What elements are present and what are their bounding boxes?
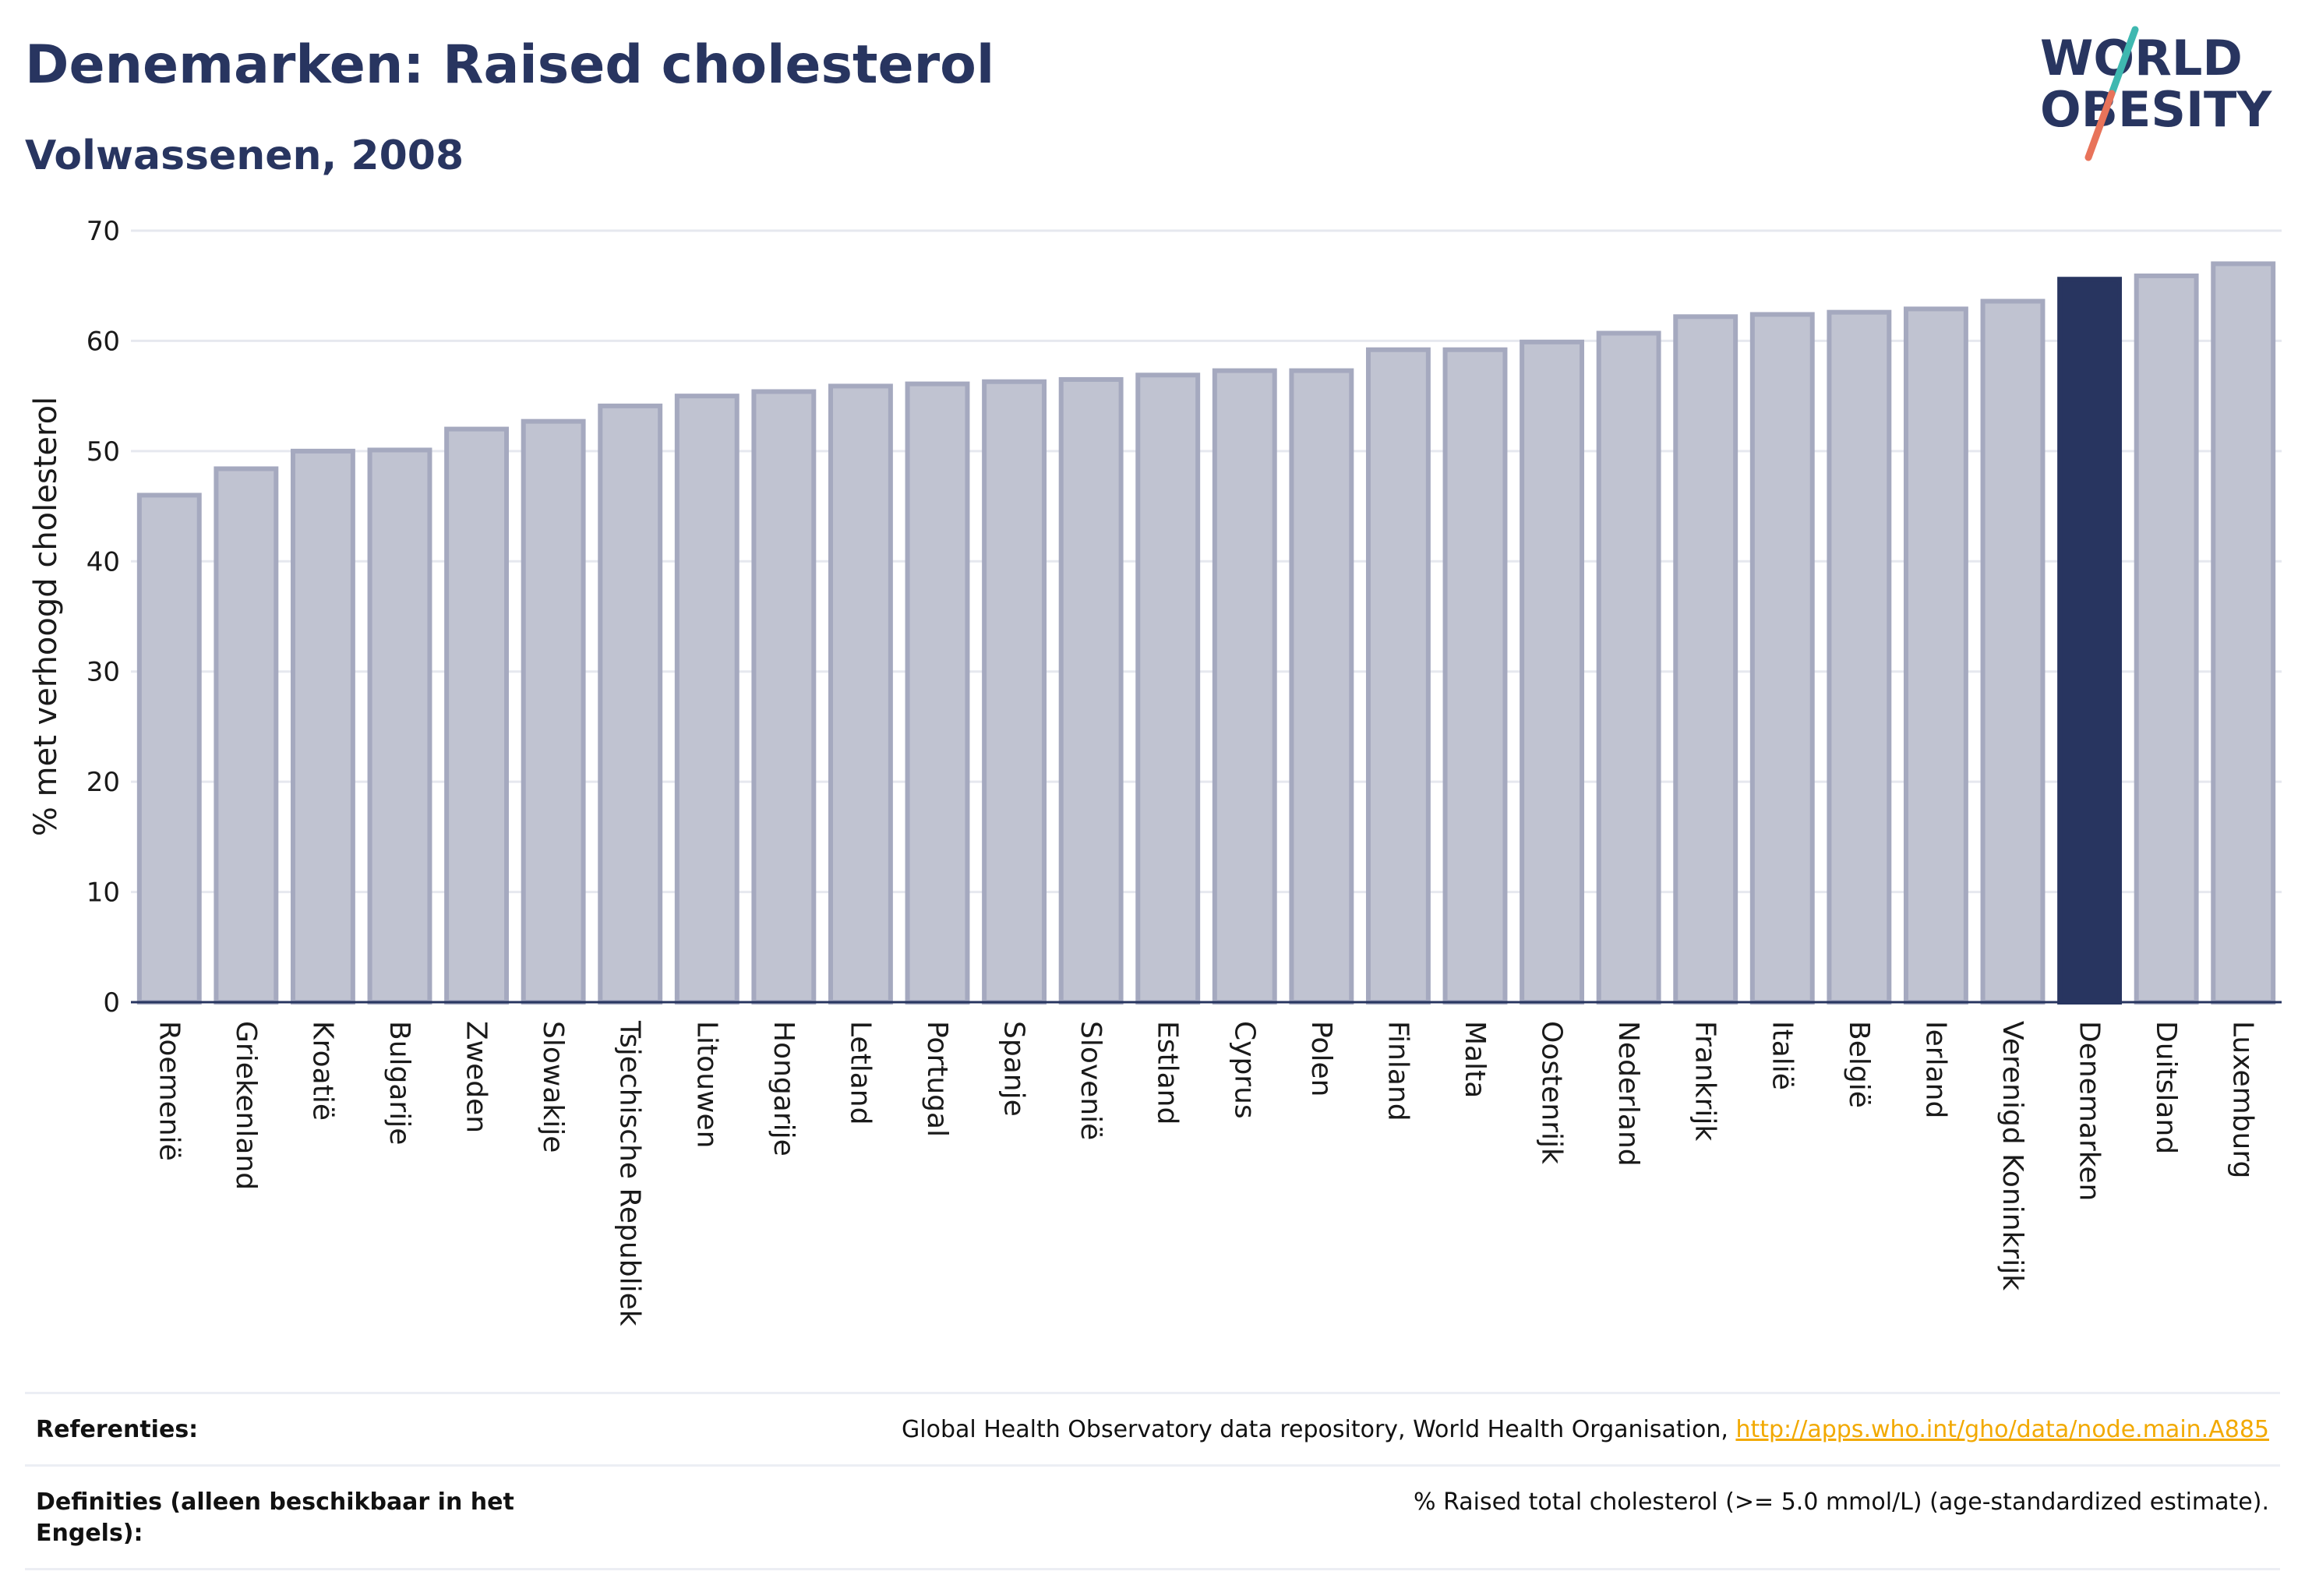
- x-tick-label: België: [1843, 1021, 1875, 1108]
- x-tick-label: Griekenland: [230, 1021, 262, 1190]
- bar: [1749, 312, 1815, 1005]
- x-tick-label: Portugal: [921, 1021, 953, 1137]
- x-tick-label: Slowakije: [537, 1021, 569, 1153]
- y-tick-label: 30: [86, 657, 120, 688]
- x-tick-label: Spanje: [998, 1021, 1030, 1117]
- x-tick-label: Tsjechische Republiek: [614, 1020, 646, 1326]
- bar: [598, 403, 663, 1005]
- x-tick-label: Zweden: [461, 1021, 492, 1133]
- y-tick-label: 70: [86, 216, 120, 247]
- bar: [905, 381, 970, 1005]
- x-tick-label: Roemenië: [153, 1021, 185, 1161]
- logo-slash-coral: [2084, 90, 2116, 161]
- y-tick-label: 20: [86, 767, 120, 798]
- x-tick-label: Duitsland: [2150, 1021, 2182, 1154]
- bar: [2134, 273, 2199, 1005]
- bar: [521, 418, 586, 1005]
- x-tick-label: Frankrijk: [1689, 1021, 1721, 1141]
- y-tick-label: 40: [86, 546, 120, 577]
- logo-line2: OBESITY: [2040, 81, 2272, 138]
- x-tick-label: Polen: [1305, 1021, 1337, 1096]
- y-tick-label: 0: [103, 987, 120, 1019]
- x-tick-label: Kroatië: [306, 1021, 338, 1121]
- footer-table: Referenties: Global Health Observatory d…: [25, 1392, 2280, 1570]
- bar: [444, 426, 510, 1005]
- bar: [751, 389, 817, 1005]
- x-tick-label: Italië: [1766, 1021, 1798, 1090]
- x-tick-label: Oostenrijk: [1536, 1021, 1568, 1164]
- bar: [2211, 261, 2276, 1005]
- x-tick-label: Slovenië: [1075, 1021, 1107, 1140]
- references-link[interactable]: http://apps.who.int/gho/data/node.main.A…: [1735, 1416, 2269, 1443]
- x-tick-label: Ierland: [1919, 1021, 1951, 1118]
- world-obesity-logo: WORLD OBESITY: [2040, 26, 2272, 161]
- definitions-row: Definities (alleen beschikbaar in het En…: [25, 1464, 2280, 1570]
- y-tick-label: 10: [86, 877, 120, 909]
- chart-subtitle: Volwassenen, 2008: [25, 132, 464, 179]
- y-tick-label: 50: [86, 436, 120, 468]
- definitions-label: Definities (alleen beschikbaar in het En…: [36, 1488, 514, 1547]
- references-value: Global Health Observatory data repositor…: [902, 1414, 2280, 1446]
- bar: [982, 379, 1047, 1005]
- bar: [1980, 298, 2046, 1005]
- bar: [1827, 309, 1892, 1005]
- x-tick-label: Finland: [1382, 1021, 1414, 1121]
- logo-line1: WORLD: [2040, 30, 2243, 87]
- logo-slash-teal: [2108, 26, 2139, 97]
- bar: [290, 448, 355, 1005]
- references-label: Referenties:: [36, 1416, 199, 1443]
- x-tick-label: Hongarije: [768, 1021, 800, 1156]
- bar: [1212, 368, 1277, 1005]
- y-axis-label: % met verhoogd cholesterol: [28, 397, 64, 836]
- x-tick-label: Cyprus: [1228, 1021, 1260, 1119]
- definitions-value: % Raised total cholesterol (>= 5.0 mmol/…: [1414, 1488, 2269, 1516]
- x-tick-label: Litouwen: [690, 1021, 722, 1148]
- bar-highlight: [2057, 277, 2123, 1005]
- references-row: Referenties: Global Health Observatory d…: [25, 1392, 2280, 1464]
- bar: [1520, 339, 1585, 1005]
- bar: [674, 394, 740, 1005]
- bar: [1135, 373, 1201, 1005]
- bar: [1058, 376, 1124, 1005]
- bar: [214, 466, 279, 1005]
- bar: [136, 493, 202, 1005]
- bar: [1365, 347, 1431, 1005]
- x-tick-label: Denemarken: [2074, 1021, 2106, 1201]
- x-tick-label: Malta: [1459, 1021, 1491, 1098]
- bar: [1289, 368, 1354, 1005]
- x-tick-label: Bulgarije: [383, 1021, 415, 1145]
- x-tick-label: Verenigd Koninkrijk: [1996, 1021, 2028, 1291]
- x-tick-label: Estland: [1152, 1021, 1184, 1125]
- y-tick-label: 60: [86, 326, 120, 357]
- bar: [1903, 306, 1968, 1005]
- references-text: Global Health Observatory data repositor…: [902, 1416, 1736, 1443]
- x-tick-label: Luxemburg: [2227, 1021, 2259, 1178]
- x-tick-label: Nederland: [1612, 1021, 1644, 1167]
- bar-chart: 0 10 20 30 40 50 60 70 % met verhoogd cholestero…: [28, 216, 2282, 1326]
- x-tick-label: Letland: [844, 1021, 876, 1125]
- chart-title: Denemarken: Raised cholesterol: [25, 34, 995, 96]
- bar: [1673, 314, 1738, 1005]
- bar: [1596, 330, 1661, 1005]
- bar: [1442, 347, 1508, 1005]
- bar: [828, 383, 893, 1005]
- bar: [367, 447, 432, 1005]
